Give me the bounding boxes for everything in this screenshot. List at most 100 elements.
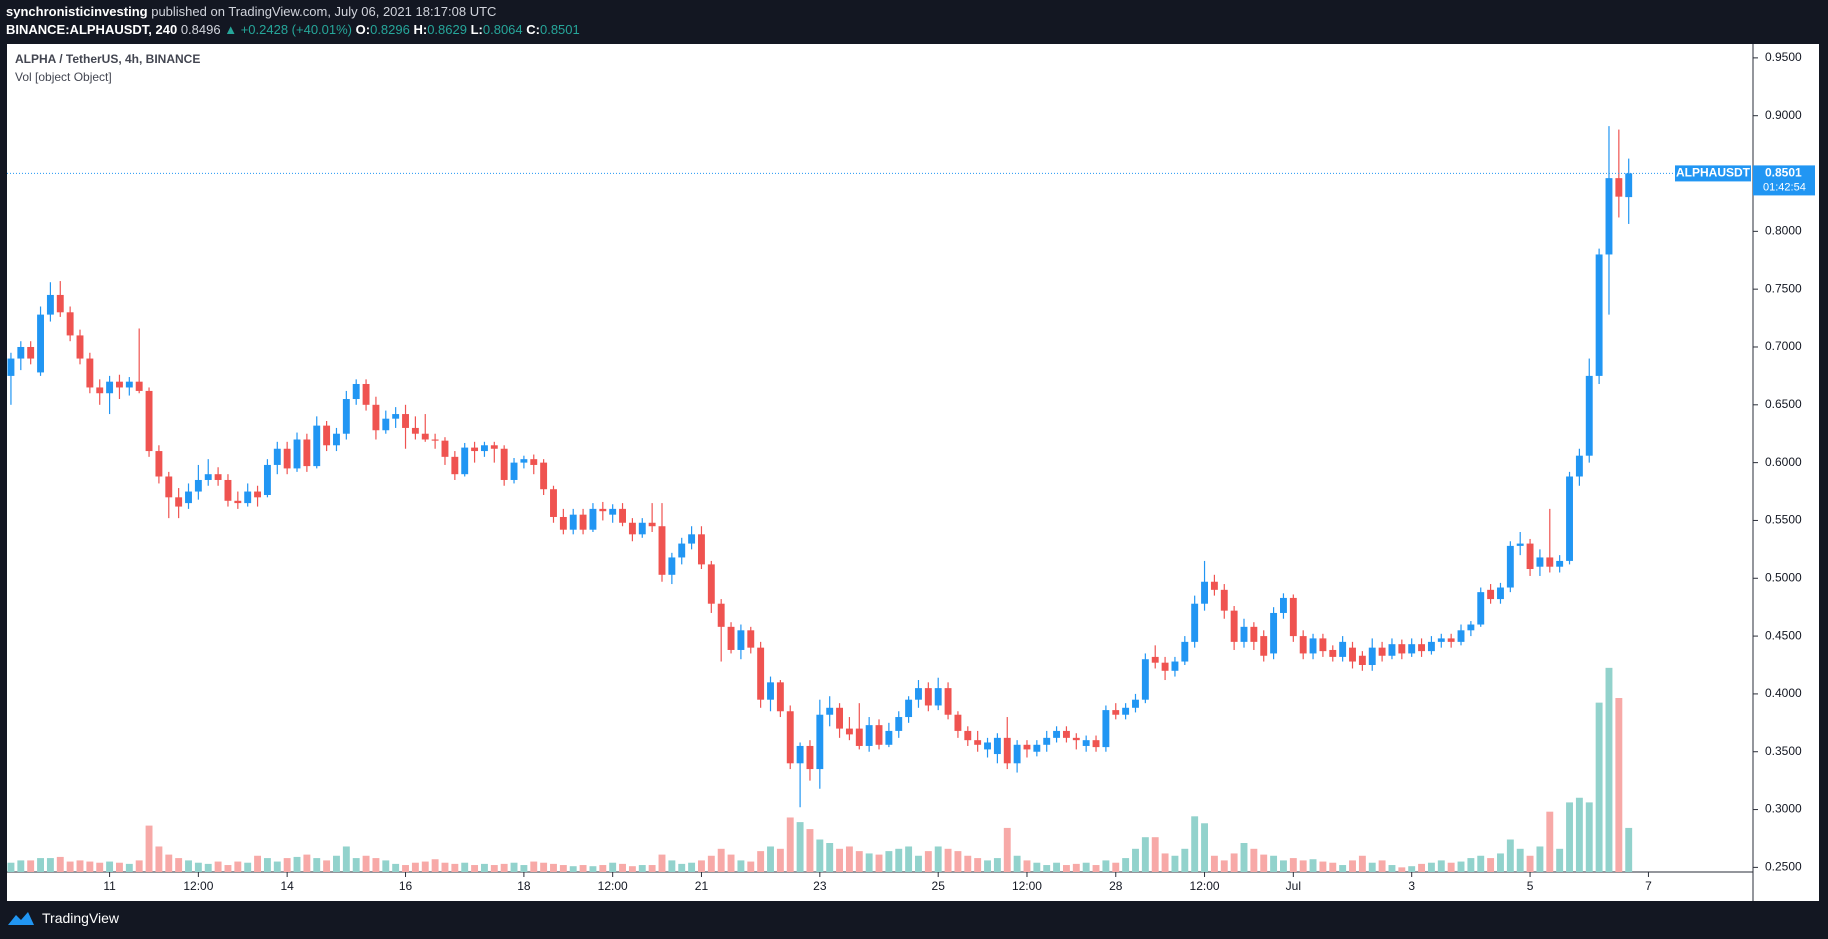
- candle-body: [1556, 560, 1564, 567]
- candle-body: [17, 346, 25, 359]
- volume-bar: [589, 866, 597, 872]
- volume-bar: [165, 854, 173, 872]
- author[interactable]: synchronisticinvesting: [6, 4, 148, 19]
- candle-body: [431, 439, 439, 441]
- volume-bar: [964, 855, 972, 872]
- candle-body: [599, 508, 607, 512]
- candle-body: [707, 564, 715, 604]
- candle-body: [520, 459, 528, 463]
- candle-body: [737, 630, 745, 650]
- candle-body: [86, 358, 94, 388]
- candle-body: [1615, 178, 1623, 197]
- candle-body: [214, 474, 222, 480]
- y-tick-label: 0.6000: [1765, 455, 1802, 469]
- x-tick-label: 12:00: [1012, 879, 1042, 893]
- volume-bar: [431, 859, 439, 872]
- candle-body: [915, 688, 922, 700]
- volume-bar: [1053, 862, 1061, 872]
- y-tick-label: 0.8000: [1765, 224, 1802, 238]
- legend-line: BINANCE:ALPHAUSDT, 240 0.8496 ▲ +0.2428 …: [6, 22, 580, 37]
- chart-subtitle: Vol [object Object]: [15, 70, 112, 84]
- volume-bar: [263, 858, 271, 872]
- volume-bar: [96, 862, 104, 872]
- volume-bar: [1171, 855, 1179, 872]
- candle-body: [1467, 624, 1475, 631]
- volume-bar: [333, 855, 340, 872]
- candle-body: [293, 439, 301, 469]
- volume-bar: [214, 861, 222, 872]
- volume-bar: [648, 865, 656, 872]
- volume-bar: [1102, 860, 1110, 872]
- candle-body: [1013, 744, 1021, 764]
- candle-body: [628, 522, 636, 535]
- volume-bar: [776, 848, 784, 872]
- candle-body: [1398, 644, 1406, 654]
- candle-body: [145, 390, 153, 452]
- volume-bar: [244, 862, 252, 872]
- candle-body: [135, 381, 143, 391]
- volume-bar: [678, 863, 686, 872]
- volume-bar: [727, 854, 735, 872]
- candle-body: [263, 464, 271, 496]
- candle-body: [638, 522, 646, 535]
- candle-body: [1289, 597, 1297, 637]
- candle-body: [1201, 581, 1208, 604]
- x-tick-label: 21: [695, 879, 709, 893]
- y-tick-label: 0.2500: [1765, 860, 1802, 874]
- symbol-badge-bg: [1675, 165, 1751, 182]
- candle-body: [461, 447, 469, 475]
- volume-bar: [135, 860, 143, 872]
- volume-bar: [1546, 811, 1554, 872]
- candle-body: [155, 451, 163, 477]
- volume-bar: [1526, 855, 1534, 872]
- volume-bar: [757, 851, 765, 872]
- candle-body: [1062, 730, 1070, 738]
- volume-bar: [1122, 858, 1130, 872]
- x-tick-label: 12:00: [183, 879, 213, 893]
- volume-bar: [895, 848, 903, 872]
- candle-body: [1595, 254, 1603, 376]
- volume-bar: [668, 860, 676, 872]
- volume-bar: [1181, 848, 1189, 872]
- volume-bar: [342, 846, 350, 872]
- candle-body: [1418, 644, 1426, 652]
- candle-body: [1102, 710, 1110, 748]
- volume-bar: [944, 848, 952, 872]
- candle-body: [1566, 476, 1573, 561]
- candle-body: [1151, 656, 1159, 663]
- ohlc-label: H:: [413, 22, 428, 37]
- volume-bar: [875, 854, 883, 872]
- candle-body: [1378, 647, 1386, 656]
- candle-body: [530, 459, 538, 465]
- candle-body: [1181, 641, 1189, 662]
- candle-body: [964, 730, 972, 741]
- candle-body: [1516, 543, 1524, 546]
- candle-body: [234, 500, 242, 504]
- volume-bar: [1309, 859, 1317, 872]
- candle-body: [934, 688, 942, 706]
- x-tick-label: 28: [1109, 879, 1123, 893]
- volume-bar: [520, 865, 528, 872]
- volume-bar: [1013, 855, 1021, 872]
- volume-bar: [688, 862, 696, 872]
- volume-bar: [204, 863, 212, 872]
- volume-bar: [1497, 853, 1504, 872]
- candle-body: [1053, 730, 1061, 738]
- logo[interactable]: [6, 909, 36, 927]
- candle-body: [1191, 603, 1199, 642]
- candle-body: [1082, 740, 1090, 746]
- volume-bar: [1349, 860, 1356, 872]
- volume-bar: [698, 860, 705, 872]
- volume-bar: [1270, 855, 1278, 872]
- brand[interactable]: TradingView: [42, 910, 120, 926]
- volume-bar: [816, 839, 824, 872]
- price-badge: 0.8501: [1765, 166, 1802, 180]
- volume-bar: [194, 862, 202, 872]
- x-tick-label: 11: [103, 879, 116, 893]
- candle-body: [1388, 644, 1396, 656]
- candle-body: [204, 474, 212, 480]
- volume-bar: [1388, 865, 1396, 872]
- volume-bar: [1447, 862, 1455, 872]
- volume-bar: [559, 865, 567, 872]
- y-tick-label: 0.9000: [1765, 108, 1802, 122]
